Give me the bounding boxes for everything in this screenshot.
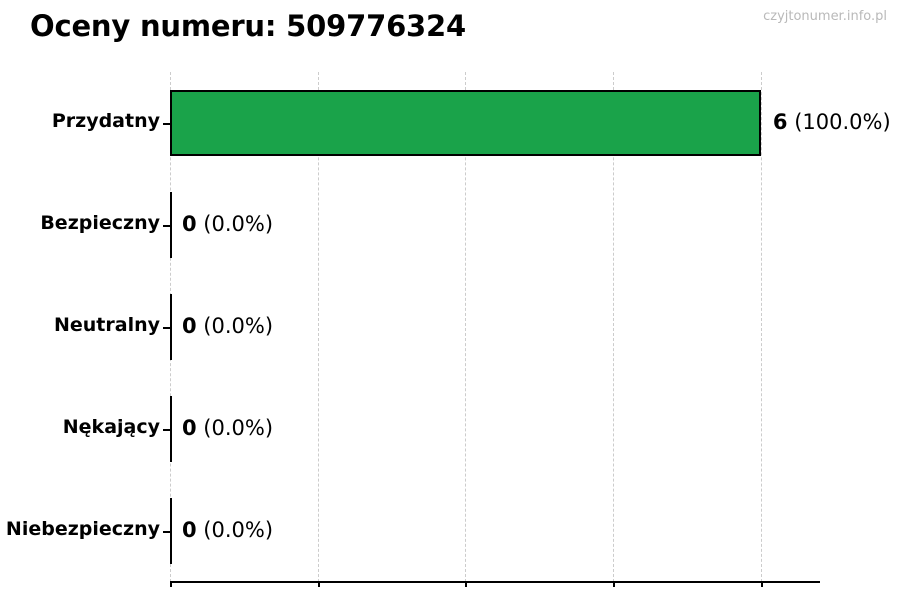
bar-value-number: 0 — [182, 314, 197, 338]
category-label-1: Przydatny — [51, 110, 160, 132]
x-axis-tick — [760, 581, 763, 587]
bar-value-label-5: 0 (0.0%) — [182, 520, 273, 541]
watermark-label: czyjtonumer.info.pl — [763, 9, 887, 24]
bar-value-number: 0 — [182, 416, 197, 440]
bar-4[interactable] — [170, 396, 172, 462]
x-axis-line — [170, 581, 820, 583]
y-axis-tick — [163, 327, 171, 329]
x-axis-tick — [170, 581, 172, 587]
gridline-vertical — [760, 72, 762, 582]
bar-value-label-4: 0 (0.0%) — [182, 418, 273, 439]
x-axis-tick — [613, 581, 616, 587]
bar-2[interactable] — [170, 192, 172, 258]
chart-title: Oceny numeru: 509776324 — [30, 9, 466, 43]
bar-value-label-2: 0 (0.0%) — [182, 214, 273, 235]
y-axis-tick — [163, 123, 171, 125]
y-axis-tick — [163, 531, 171, 533]
bar-value-number: 6 — [772, 110, 788, 134]
bar-value-percent: (0.0%) — [196, 212, 274, 236]
category-label-5: Niebezpieczny — [5, 518, 160, 540]
category-label-4: Nękający — [62, 416, 160, 438]
gridline-vertical — [317, 72, 319, 582]
bar-value-percent: (0.0%) — [196, 518, 274, 542]
y-axis-tick — [163, 225, 171, 227]
category-label-2: Bezpieczny — [40, 212, 160, 234]
bar-3[interactable] — [170, 294, 172, 360]
x-axis-tick — [317, 581, 320, 587]
bar-value-number: 0 — [182, 212, 197, 236]
gridline-vertical — [465, 72, 467, 582]
bar-value-label-3: 0 (0.0%) — [182, 316, 273, 337]
y-axis-tick — [163, 429, 171, 431]
gridline-vertical — [613, 72, 615, 582]
x-axis-tick — [465, 581, 468, 587]
category-label-3: Neutralny — [53, 314, 160, 336]
bar-value-percent: (100.0%) — [787, 110, 891, 134]
bar-value-label-1: 6 (100.0%) — [773, 112, 891, 133]
bar-5[interactable] — [170, 498, 172, 564]
bar-1[interactable] — [170, 90, 761, 156]
bar-value-percent: (0.0%) — [196, 416, 274, 440]
bar-value-percent: (0.0%) — [196, 314, 274, 338]
bar-value-number: 0 — [182, 518, 197, 542]
